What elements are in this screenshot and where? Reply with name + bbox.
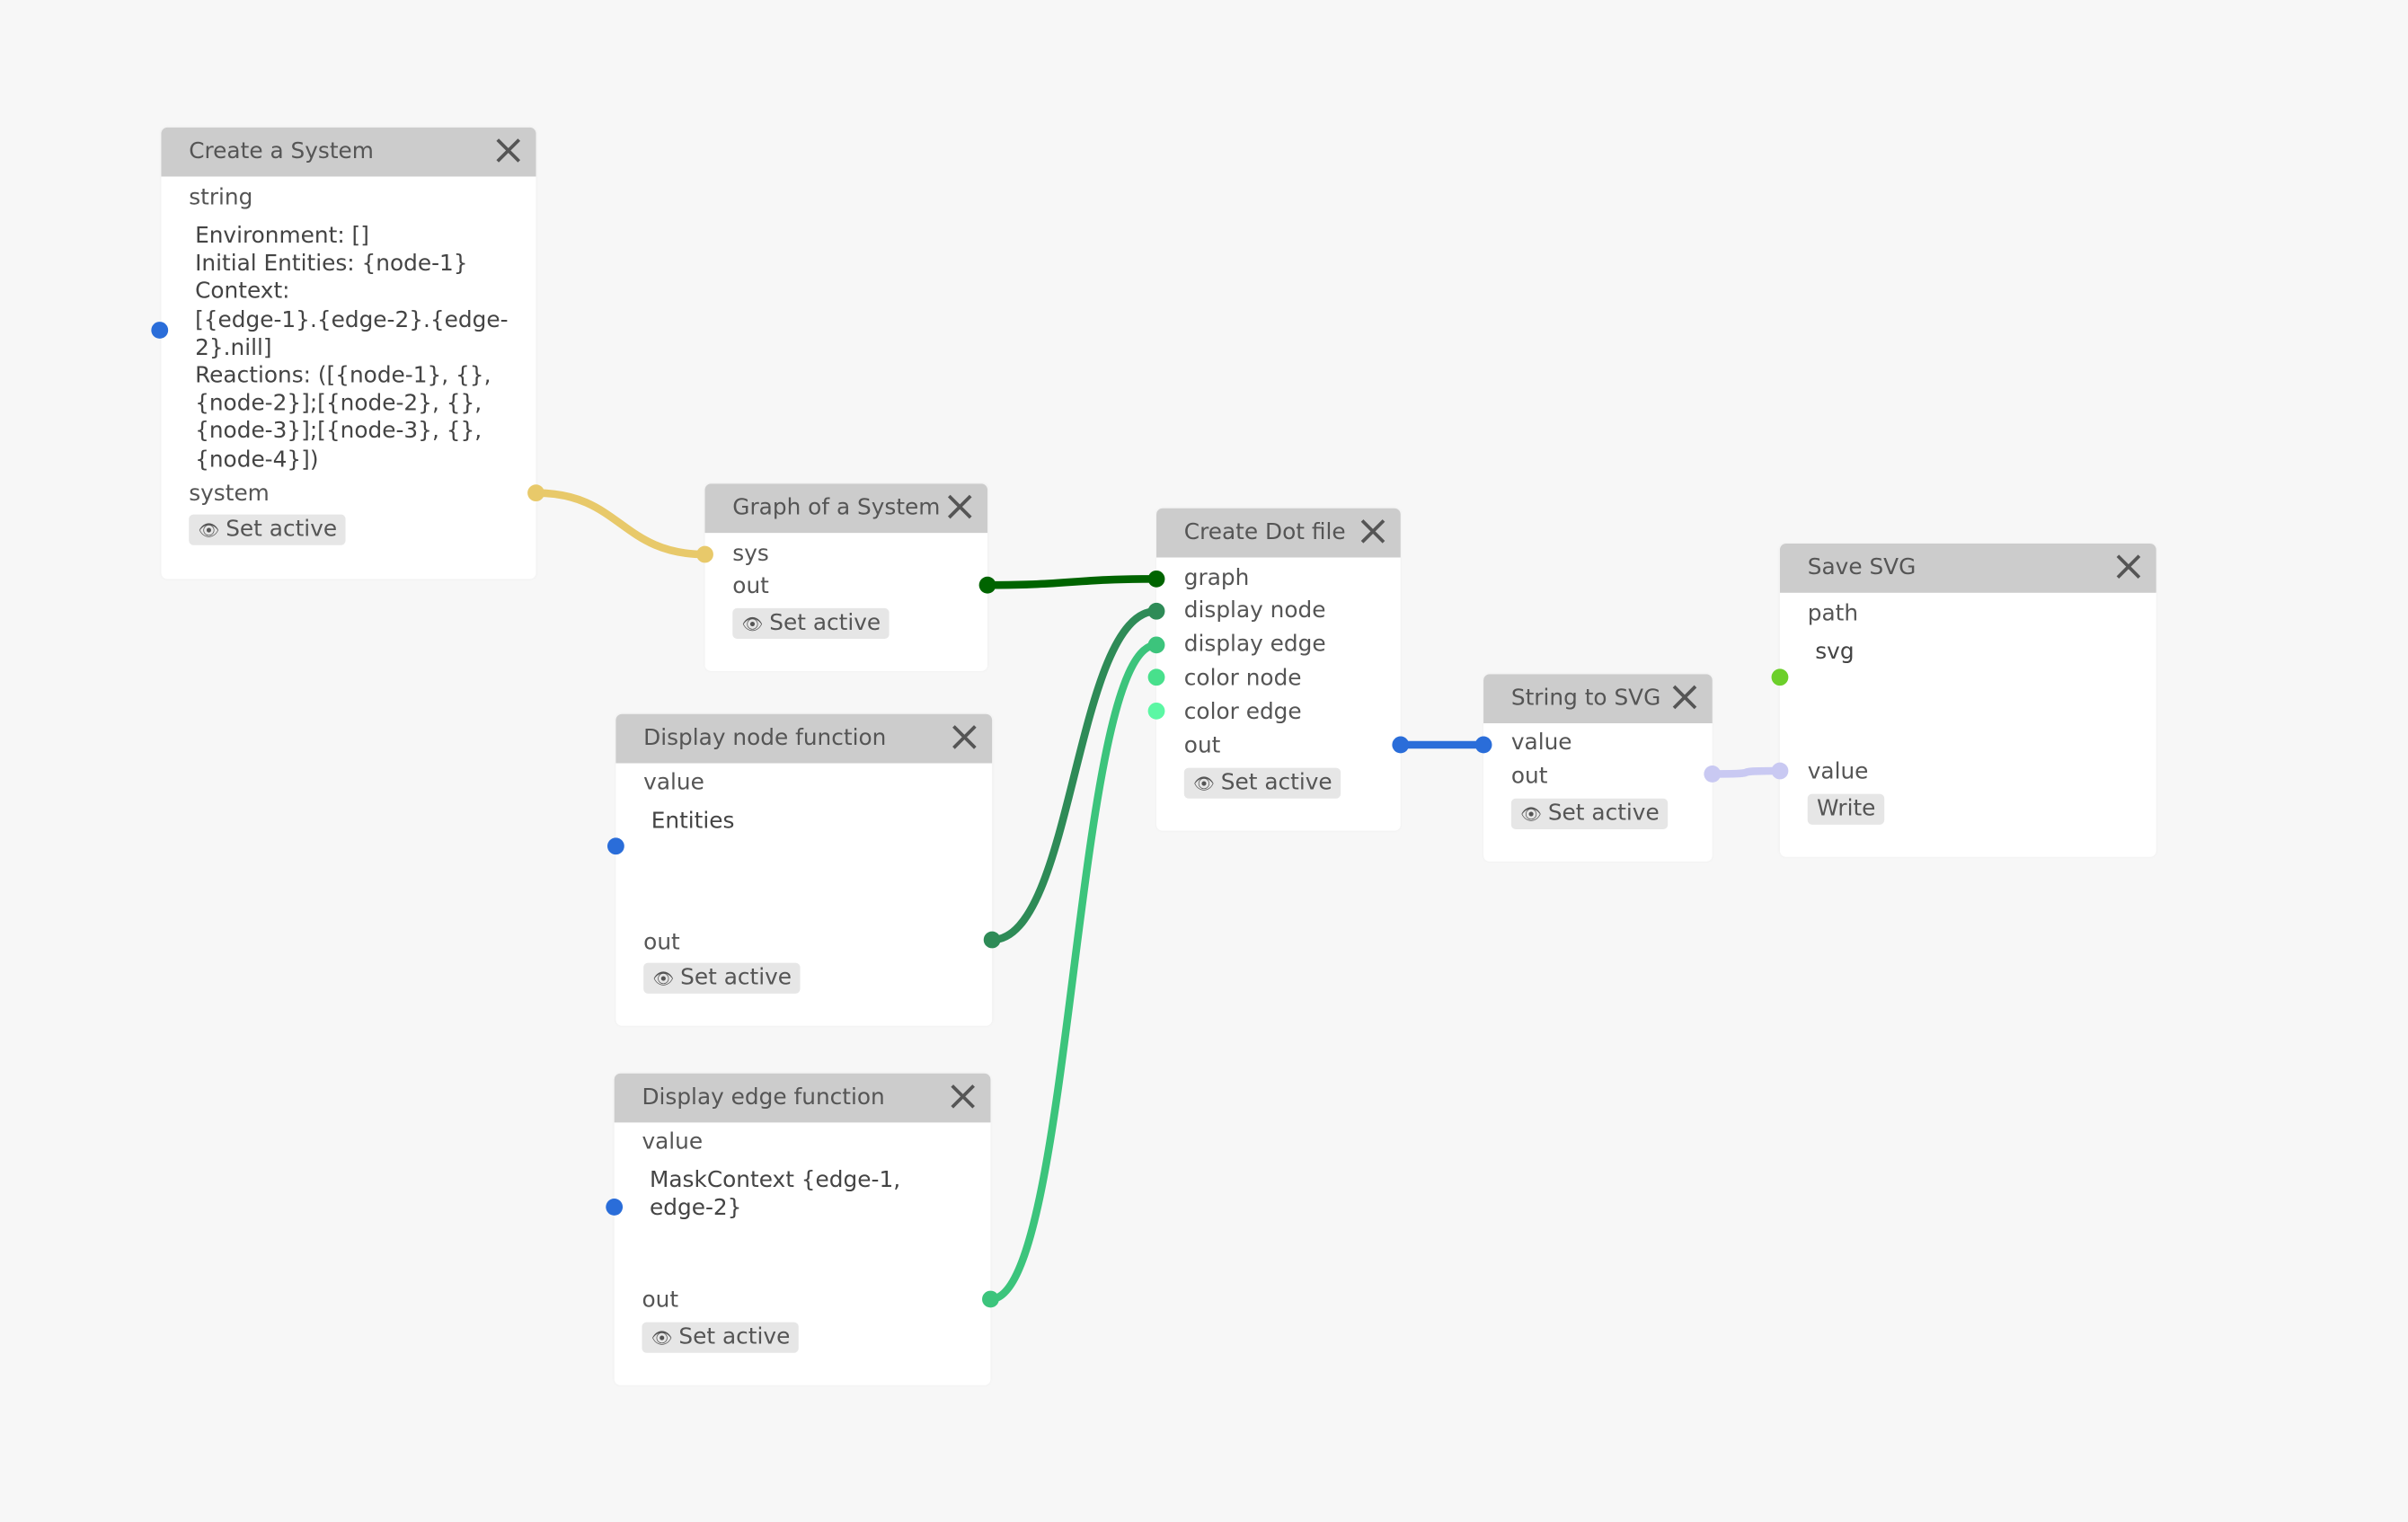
node-header[interactable]: String to SVG <box>1483 674 1713 724</box>
input-label-value: value <box>642 1129 704 1155</box>
set-active-button[interactable]: 👁 Set active <box>189 514 347 545</box>
set-active-button[interactable]: 👁 Set active <box>1510 798 1669 829</box>
node-string-to-svg[interactable]: String to SVG value out 👁 Set active <box>1483 674 1713 862</box>
input-label-color-node: color node <box>1183 666 1302 692</box>
button-label: Set active <box>1220 771 1332 796</box>
node-header[interactable]: Create Dot file <box>1156 508 1401 558</box>
node-title: String to SVG <box>1510 686 1661 712</box>
display-edge-wire[interactable] <box>989 641 1157 1304</box>
node-title: Save SVG <box>1807 555 1917 581</box>
display-edge-value-port[interactable] <box>606 1199 624 1216</box>
node-title: Display edge function <box>642 1085 885 1111</box>
button-label: Set active <box>678 1325 791 1350</box>
node-title: Graph of a System <box>732 496 941 521</box>
display-edge-wire-start-port[interactable] <box>982 1290 999 1308</box>
node-graph-of-a-system[interactable]: Graph of a System sys out 👁 Set active <box>704 483 988 671</box>
input-label-sys: sys <box>732 542 769 567</box>
set-active-button[interactable]: 👁 Set active <box>643 962 801 994</box>
graph-wire[interactable] <box>987 575 1157 589</box>
input-label-value: value <box>1807 760 1869 785</box>
color-node-port[interactable] <box>1147 668 1165 686</box>
display-node-wire-end-port[interactable] <box>1147 602 1165 620</box>
set-active-button[interactable]: 👁 Set active <box>1183 767 1341 799</box>
graph-wire-start-port[interactable] <box>978 576 996 594</box>
node-header[interactable]: Graph of a System <box>704 483 988 534</box>
node-display-node-function[interactable]: Display node function value Entities out… <box>615 713 993 1026</box>
close-icon[interactable] <box>493 135 524 165</box>
system-wire-start-port[interactable] <box>527 484 544 502</box>
output-label-out: out <box>732 574 769 599</box>
eye-icon: 👁 <box>741 614 764 634</box>
close-icon[interactable] <box>2113 552 2144 582</box>
output-label-out: out <box>1183 733 1221 759</box>
node-header[interactable]: Display edge function <box>614 1073 991 1123</box>
value-field[interactable]: MaskContext {edge-1, edge-2} <box>649 1168 901 1222</box>
input-label-value: value <box>1510 730 1572 756</box>
node-save-svg[interactable]: Save SVG path svg value Write <box>1779 544 2156 857</box>
string-wire-end-port[interactable] <box>1474 736 1492 754</box>
eye-icon: 👁 <box>1193 774 1215 794</box>
set-active-button[interactable]: 👁 Set active <box>732 607 890 640</box>
button-label: Set active <box>226 518 338 543</box>
svg-wire-start-port[interactable] <box>1704 765 1722 783</box>
string-input-port[interactable] <box>151 322 169 339</box>
close-icon[interactable] <box>944 491 975 522</box>
eye-icon: 👁 <box>1520 804 1542 825</box>
display-node-value-port[interactable] <box>606 837 624 855</box>
input-label-path: path <box>1807 602 1859 627</box>
eye-icon: 👁 <box>198 520 220 541</box>
svg-wire-end-port[interactable] <box>1771 762 1789 780</box>
graph-wire-end-port[interactable] <box>1147 570 1165 588</box>
display-node-wire-start-port[interactable] <box>983 931 1001 949</box>
node-title: Create a System <box>189 139 374 164</box>
write-button[interactable]: Write <box>1807 793 1885 825</box>
node-title: Display node function <box>643 726 887 751</box>
node-header[interactable]: Save SVG <box>1779 544 2156 593</box>
output-label-out: out <box>642 1288 679 1314</box>
set-active-button[interactable]: 👁 Set active <box>642 1322 800 1353</box>
close-icon[interactable] <box>1358 516 1388 546</box>
button-label: Set active <box>769 611 881 636</box>
display-edge-wire-end-port[interactable] <box>1147 636 1165 654</box>
display-node-wire[interactable] <box>991 606 1157 944</box>
close-icon[interactable] <box>949 721 979 752</box>
node-header[interactable]: Create a System <box>161 127 536 177</box>
svg-wire[interactable] <box>1712 766 1780 778</box>
path-input-port[interactable] <box>1771 668 1789 686</box>
node-title: Create Dot file <box>1183 520 1346 545</box>
string-wire-start-port[interactable] <box>1392 736 1410 754</box>
input-label-string: string <box>189 185 253 211</box>
system-wire-end-port[interactable] <box>696 545 713 563</box>
output-label-out: out <box>1510 765 1548 790</box>
input-label-color-edge: color edge <box>1183 700 1302 725</box>
button-label: Set active <box>1547 801 1660 827</box>
string-value[interactable]: Environment: [] Initial Entities: {node-… <box>195 224 509 473</box>
eye-icon: 👁 <box>651 1328 673 1349</box>
button-label: Set active <box>680 966 792 991</box>
input-label-display-node: display node <box>1183 598 1326 624</box>
eye-icon: 👁 <box>652 969 675 989</box>
input-label-display-edge: display edge <box>1183 633 1326 658</box>
output-label-out: out <box>643 930 680 956</box>
color-edge-port[interactable] <box>1147 702 1165 720</box>
close-icon[interactable] <box>1669 682 1700 712</box>
node-create-a-system[interactable]: Create a System string Environment: [] I… <box>161 127 536 580</box>
node-create-dot-file[interactable]: Create Dot file graph display node displ… <box>1156 508 1401 831</box>
value-field[interactable]: Entities <box>651 809 735 835</box>
output-label-system: system <box>189 482 270 508</box>
input-label-value: value <box>643 771 704 796</box>
input-label-graph: graph <box>1183 566 1250 592</box>
path-value[interactable]: svg <box>1815 640 1855 666</box>
node-display-edge-function[interactable]: Display edge function value MaskContext … <box>614 1073 991 1385</box>
close-icon[interactable] <box>948 1081 978 1111</box>
node-header[interactable]: Display node function <box>615 713 993 764</box>
system-wire[interactable] <box>536 489 705 559</box>
